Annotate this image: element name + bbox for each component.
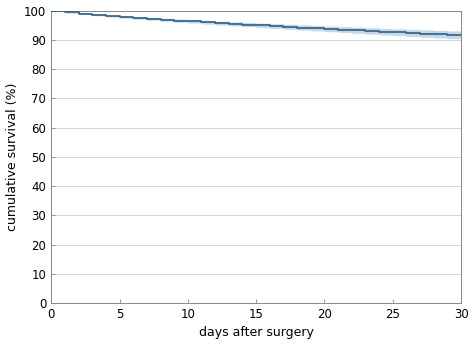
X-axis label: days after surgery: days after surgery (199, 326, 314, 339)
Y-axis label: cumulative survival (%): cumulative survival (%) (6, 82, 18, 231)
